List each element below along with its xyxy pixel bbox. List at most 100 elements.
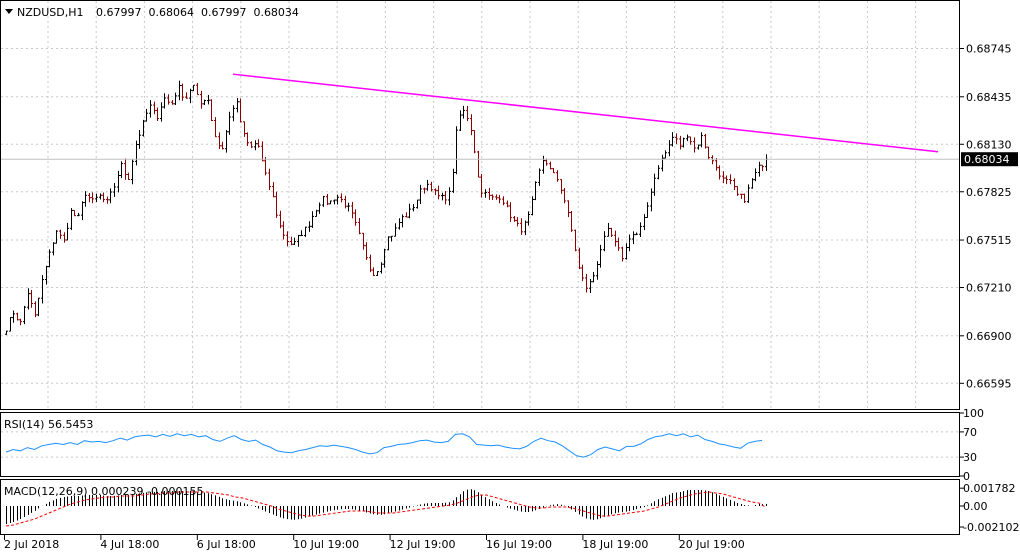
candle xyxy=(192,84,195,92)
candle xyxy=(700,132,703,148)
candle xyxy=(711,155,714,165)
candle xyxy=(448,187,451,206)
candle xyxy=(668,140,671,157)
candle xyxy=(344,195,347,209)
candle xyxy=(19,318,22,326)
candle xyxy=(661,154,664,172)
candle xyxy=(524,220,527,236)
candle xyxy=(167,94,170,105)
time-tick-label: 18 Jul 19:00 xyxy=(582,538,648,551)
candle xyxy=(498,194,501,204)
candle xyxy=(275,191,278,218)
price-panel[interactable]: 0.68745 0.68435 0.68130 0.67825 0.67515 0.672… xyxy=(0,0,1019,410)
candle xyxy=(329,200,332,205)
candle xyxy=(91,192,94,204)
candle xyxy=(441,192,444,201)
candle xyxy=(41,275,44,304)
candle xyxy=(358,218,361,235)
candle xyxy=(300,230,303,237)
candle xyxy=(232,105,235,122)
candle xyxy=(470,114,473,136)
candle xyxy=(77,212,80,217)
candle xyxy=(362,232,365,250)
macd-axis: 0.001782 0.00 -0.002102 xyxy=(959,482,1019,534)
candle xyxy=(45,265,48,285)
candle xyxy=(603,231,606,252)
candle xyxy=(70,208,73,231)
candle xyxy=(563,188,566,204)
candle xyxy=(369,254,372,273)
rsi-panel[interactable]: RSI(14) 56.5453 100 70 30 0 xyxy=(0,407,985,483)
candle xyxy=(686,134,689,142)
candle xyxy=(520,218,523,235)
candle xyxy=(599,244,602,268)
candle xyxy=(23,305,26,325)
candle xyxy=(747,184,750,203)
candle xyxy=(138,129,141,149)
candle xyxy=(207,95,210,105)
candle xyxy=(120,161,123,179)
triangle-down-icon[interactable] xyxy=(5,9,13,14)
candle xyxy=(127,172,130,180)
candle xyxy=(282,221,285,240)
trendline[interactable] xyxy=(232,73,939,153)
candle xyxy=(142,119,145,137)
candle xyxy=(113,183,116,197)
candle xyxy=(707,146,710,160)
candle xyxy=(675,133,678,145)
candle xyxy=(171,100,174,105)
candle xyxy=(729,174,732,185)
candle xyxy=(733,178,736,191)
rsi-tick-label: 30 xyxy=(963,451,977,464)
candle xyxy=(398,218,401,230)
candle xyxy=(653,173,656,196)
candle xyxy=(408,203,411,219)
candle xyxy=(534,181,537,201)
rsi-panel-frame xyxy=(0,412,960,477)
candle xyxy=(434,188,437,196)
candle xyxy=(643,214,646,231)
candle xyxy=(102,192,105,203)
chart-ohlc: 0.67997 0.68064 0.67997 0.68034 xyxy=(96,6,299,19)
candle xyxy=(196,83,199,96)
candle xyxy=(239,98,242,123)
macd-title: MACD(12,26,9) 0.000239 -0.000155 xyxy=(4,485,203,498)
candle xyxy=(758,161,761,177)
candle xyxy=(527,211,530,226)
rsi-tick-label: 70 xyxy=(963,426,977,439)
candle xyxy=(704,133,707,149)
candle xyxy=(95,193,98,203)
candle xyxy=(697,144,700,150)
candle xyxy=(88,192,91,203)
candle xyxy=(516,217,519,227)
time-axis: 2 Jul 2018 4 Jul 18:00 6 Jul 18:00 10 Jul 1… xyxy=(4,535,745,551)
candle xyxy=(502,196,505,206)
candle xyxy=(459,110,462,131)
candle xyxy=(430,181,433,192)
candle xyxy=(243,121,246,137)
candle xyxy=(214,117,217,138)
price-tick-label: 0.67825 xyxy=(966,186,1012,199)
candle xyxy=(736,186,739,196)
time-tick-label: 20 Jul 19:00 xyxy=(679,538,745,551)
candle xyxy=(531,196,534,216)
candle xyxy=(376,271,379,276)
candle xyxy=(423,187,426,194)
candle xyxy=(225,129,228,153)
candle xyxy=(27,288,30,310)
candle xyxy=(740,193,743,199)
candle xyxy=(617,237,620,251)
candle xyxy=(16,312,19,321)
candle xyxy=(268,168,271,191)
candle xyxy=(354,209,357,226)
candle xyxy=(560,179,563,194)
candle xyxy=(297,234,300,247)
candle xyxy=(581,264,584,282)
candle xyxy=(387,236,390,251)
candle xyxy=(250,141,253,149)
candle xyxy=(589,279,592,293)
macd-panel[interactable]: MACD(12,26,9) 0.000239 -0.000155 0.00178… xyxy=(0,479,1020,535)
candle xyxy=(218,132,221,150)
candle xyxy=(106,196,109,204)
